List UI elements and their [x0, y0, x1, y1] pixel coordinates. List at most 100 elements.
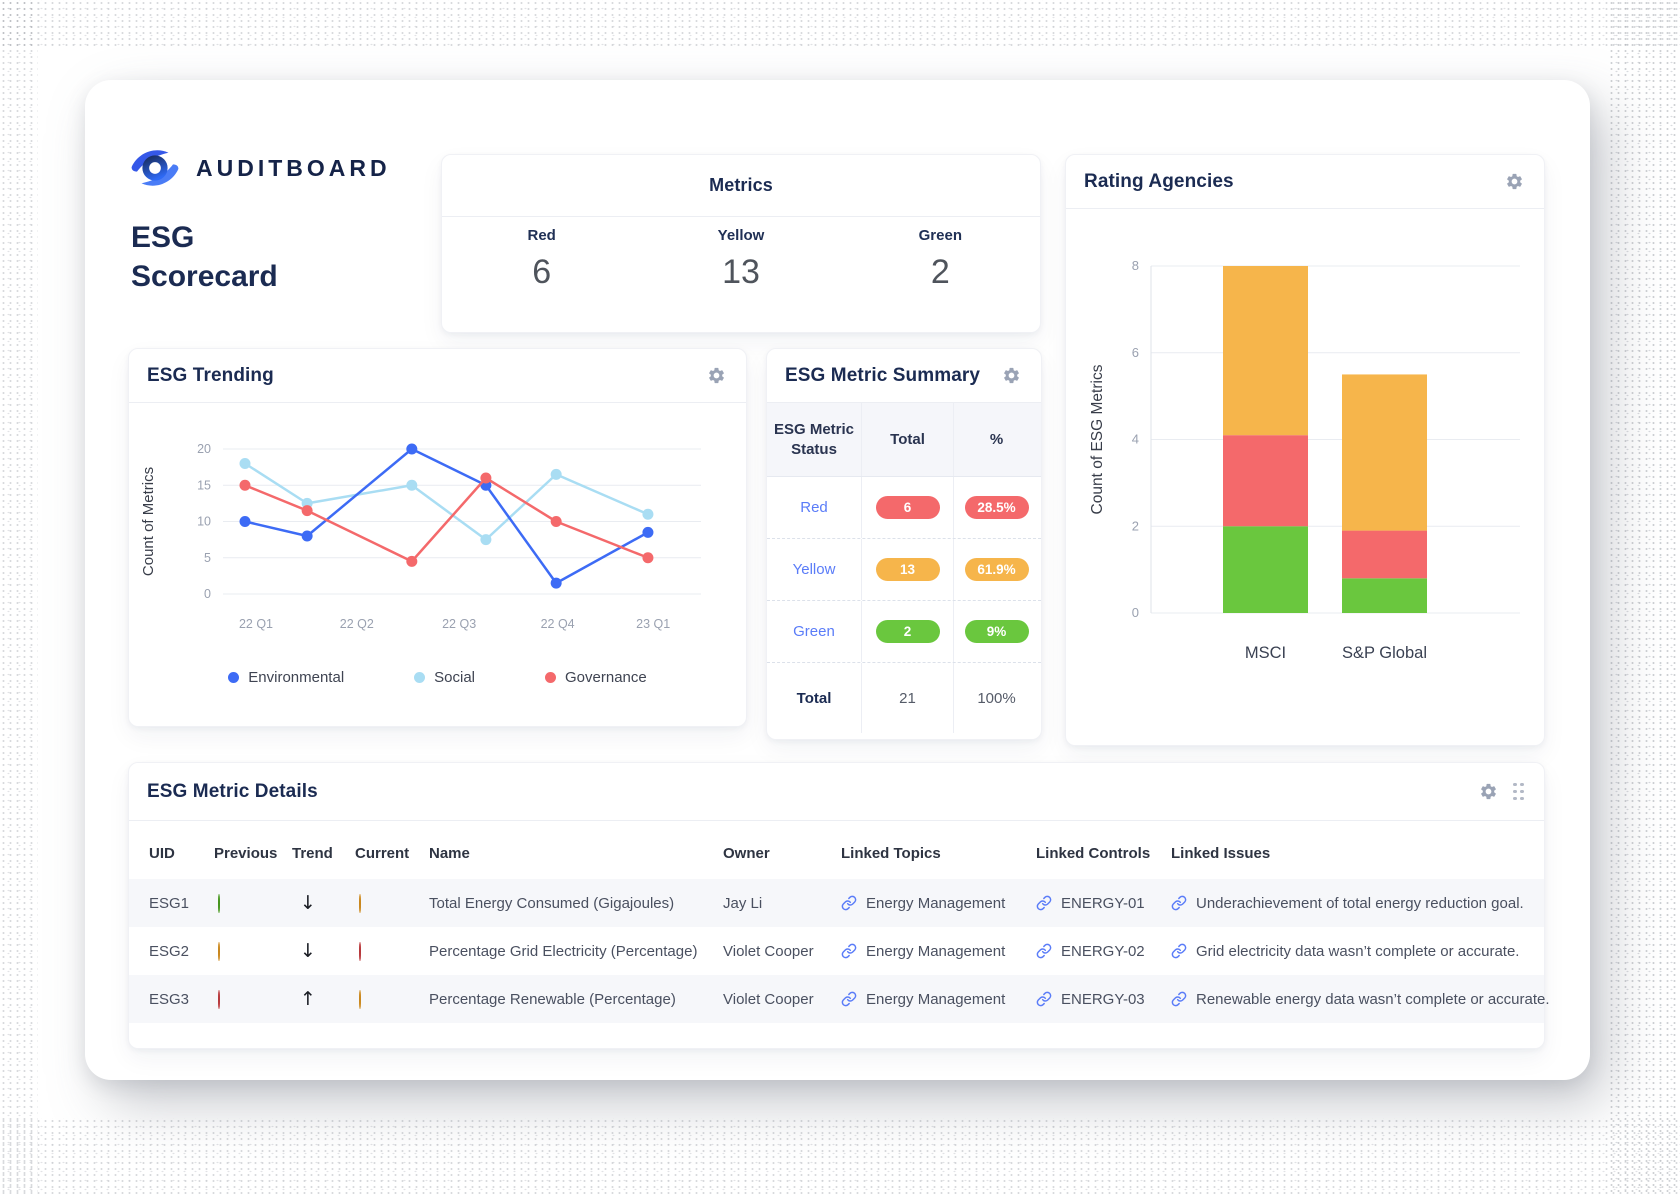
auditboard-wordmark: AUDITBOARD — [196, 154, 391, 181]
status-link-yellow[interactable]: Yellow — [792, 561, 836, 578]
gear-icon[interactable] — [707, 366, 726, 385]
svg-text:0: 0 — [204, 587, 211, 601]
status-link-red[interactable]: Red — [800, 499, 828, 516]
linked-control[interactable]: ENERGY-03 — [1036, 991, 1171, 1008]
trend-arrow-up-icon: ↑ — [300, 988, 316, 1010]
current-status-dot — [359, 941, 361, 961]
linked-topic[interactable]: Energy Management — [841, 943, 1036, 960]
col-previous: Previous — [214, 844, 278, 862]
metrics-card-header: Metrics — [442, 155, 1040, 217]
esg-metric-summary-title: ESG Metric Summary — [785, 364, 981, 386]
total-pill-red: 6 — [875, 496, 940, 519]
summary-col-status: ESG Metric Status — [767, 403, 862, 476]
drag-handle-icon[interactable] — [1513, 782, 1524, 801]
esg-metric-summary-card: ESG Metric Summary ESG Metric Status Tot… — [766, 348, 1042, 740]
summary-total-label: Total — [796, 689, 832, 707]
col-owner: Owner — [723, 844, 770, 862]
rating-agencies-title: Rating Agencies — [1084, 170, 1234, 192]
linked-topic-label: Energy Management — [866, 990, 1006, 1008]
page-title-line1: ESG — [131, 221, 195, 254]
total-pill-yellow: 13 — [875, 558, 940, 581]
esg-metric-details-card: ESG Metric Details UID Previous Trend Cu… — [128, 762, 1550, 1049]
decorative-noise — [0, 0, 1680, 46]
rating-agencies-header: Rating Agencies — [1066, 155, 1544, 209]
svg-text:22 Q3: 22 Q3 — [442, 617, 476, 631]
linked-topic[interactable]: Energy Management — [841, 895, 1036, 912]
metric-name: Total Energy Consumed (Gigajoules) — [429, 894, 675, 912]
linked-topic-label: Energy Management — [866, 894, 1006, 912]
previous-status-dot — [218, 941, 220, 961]
pct-pill-red: 28.5% — [964, 496, 1029, 519]
esg-metric-summary-header: ESG Metric Summary — [767, 349, 1041, 403]
status-link-green[interactable]: Green — [793, 623, 835, 640]
table-row-esg2: ESG2 ↓ Percentage Grid Electricity (Perc… — [129, 927, 1544, 975]
svg-text:15: 15 — [197, 478, 211, 492]
col-linked-controls: Linked Controls — [1036, 844, 1151, 862]
legend-item-governance[interactable]: Governance — [545, 669, 647, 686]
col-name: Name — [429, 844, 470, 862]
metrics-card: Metrics Red 6 Yellow 13 Green 2 — [441, 154, 1041, 333]
link-icon — [1171, 895, 1187, 911]
metric-red-label: Red — [527, 227, 556, 244]
legend-item-social[interactable]: Social — [414, 669, 475, 686]
legend-label: Environmental — [248, 669, 345, 686]
summary-col-pct: % — [989, 430, 1004, 448]
col-linked-issues: Linked Issues — [1171, 844, 1271, 862]
metric-green-label: Green — [918, 227, 962, 244]
gear-icon[interactable] — [1002, 366, 1021, 385]
gear-icon[interactable] — [1505, 172, 1524, 191]
previous-status-dot — [218, 893, 220, 913]
link-icon — [1036, 991, 1052, 1007]
linked-issue[interactable]: Grid electricity data wasn’t complete or… — [1171, 943, 1524, 960]
esg-trending-card: ESG Trending 0 5 10 15 20 22 Q1 22 Q2 22 Q3 22 Q… — [128, 348, 747, 727]
owner-cell: Jay Li — [723, 894, 763, 912]
summary-col-total: Total — [862, 403, 954, 476]
table-row-esg3: ESG3 ↑ Percentage Renewable (Percentage)… — [129, 975, 1550, 1023]
owner-cell: Violet Cooper — [723, 942, 814, 960]
decorative-noise — [0, 0, 38, 1195]
metric-yellow-label: Yellow — [717, 227, 765, 244]
col-current: Current — [355, 844, 410, 862]
legend-item-environmental[interactable]: Environmental — [228, 669, 344, 686]
linked-control-label: ENERGY-03 — [1061, 990, 1145, 1008]
link-icon — [841, 943, 857, 959]
summary-total-count: 21 — [899, 689, 916, 707]
rating-agencies-card: Rating Agencies 0 2 4 6 8 Count of ESG Metric… — [1065, 154, 1545, 746]
svg-text:22 Q4: 22 Q4 — [541, 617, 575, 631]
linked-topic[interactable]: Energy Management — [841, 991, 1036, 1008]
summary-row-green: Green 2 9% — [767, 601, 1041, 663]
summary-row-red: Red 6 28.5% — [767, 477, 1041, 539]
col-linked-topics: Linked Topics — [841, 844, 941, 862]
gear-icon[interactable] — [1479, 782, 1498, 801]
decorative-noise — [0, 1118, 1680, 1195]
linked-issue[interactable]: Renewable energy data wasn’t complete or… — [1171, 991, 1550, 1008]
linked-control[interactable]: ENERGY-02 — [1036, 943, 1171, 960]
svg-text:5: 5 — [204, 551, 211, 565]
linked-issue-label: Renewable energy data wasn’t complete or… — [1196, 990, 1550, 1008]
svg-text:2: 2 — [1132, 518, 1139, 533]
pct-pill-green: 9% — [964, 620, 1029, 643]
summary-header-row: ESG Metric Status Total % — [767, 403, 1041, 477]
metric-red-value: 6 — [532, 253, 552, 291]
current-status-dot — [359, 989, 361, 1009]
svg-text:Count of ESG Metrics: Count of ESG Metrics — [1089, 364, 1106, 514]
col-uid: UID — [149, 844, 175, 862]
metrics-row: Red 6 Yellow 13 Green 2 — [442, 227, 1040, 292]
auditboard-logo-icon — [131, 150, 179, 186]
uid-cell: ESG2 — [149, 942, 190, 960]
metric-name: Percentage Grid Electricity (Percentage) — [429, 942, 698, 960]
trend-arrow-down-icon: ↓ — [300, 892, 316, 914]
metric-green: Green 2 — [841, 227, 1040, 292]
linked-control[interactable]: ENERGY-01 — [1036, 895, 1171, 912]
svg-text:6: 6 — [1132, 345, 1139, 360]
details-table: UID Previous Trend Current Name Owner Li… — [129, 821, 1550, 1023]
svg-text:22 Q1: 22 Q1 — [239, 617, 273, 631]
linked-issue[interactable]: Underachievement of total energy reducti… — [1171, 895, 1524, 912]
linked-issue-label: Grid electricity data wasn’t complete or… — [1196, 942, 1520, 960]
metric-name: Percentage Renewable (Percentage) — [429, 990, 676, 1008]
link-icon — [1171, 991, 1187, 1007]
esg-trending-title: ESG Trending — [147, 364, 274, 386]
current-status-dot — [359, 893, 361, 913]
legend-label: Governance — [565, 669, 647, 686]
trend-arrow-down-icon: ↓ — [300, 940, 316, 962]
